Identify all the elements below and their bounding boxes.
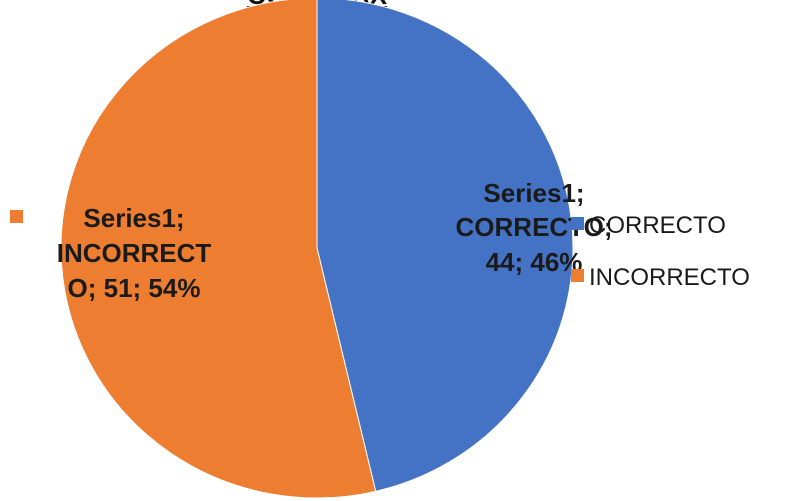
legend-swatch-correcto: [571, 217, 584, 230]
data-label-correcto: Series1; CORRECTO; 44; 46%: [456, 178, 613, 277]
legend-item-incorrecto: INCORRECTO: [571, 264, 750, 291]
legend-label-incorrecto: INCORRECTO: [589, 264, 750, 291]
data-label-incorrecto-line-1: Series1;: [83, 203, 184, 233]
legend-swatch-incorrecto-left: [10, 210, 23, 223]
data-label-incorrecto-line-2: INCORRECT: [57, 238, 212, 268]
legend-item-correcto: CORRECTO: [571, 212, 726, 239]
data-label-incorrecto-line-3: O; 51; 54%: [68, 273, 201, 303]
data-label-correcto-line-1: Series1;: [483, 178, 584, 208]
legend-label-correcto: CORRECTO: [589, 212, 726, 239]
data-label-correcto-line-2: CORRECTO;: [456, 212, 613, 242]
legend: CORRECTO INCORRECTO: [571, 212, 750, 291]
pie-slices: [60, 0, 574, 499]
pie-slice-incorrecto: [60, 0, 377, 499]
data-label-correcto-line-3: 44; 46%: [486, 247, 583, 277]
legend-swatch-incorrecto: [571, 269, 584, 282]
data-label-incorrecto: Series1; INCORRECT O; 51; 54%: [57, 203, 212, 303]
